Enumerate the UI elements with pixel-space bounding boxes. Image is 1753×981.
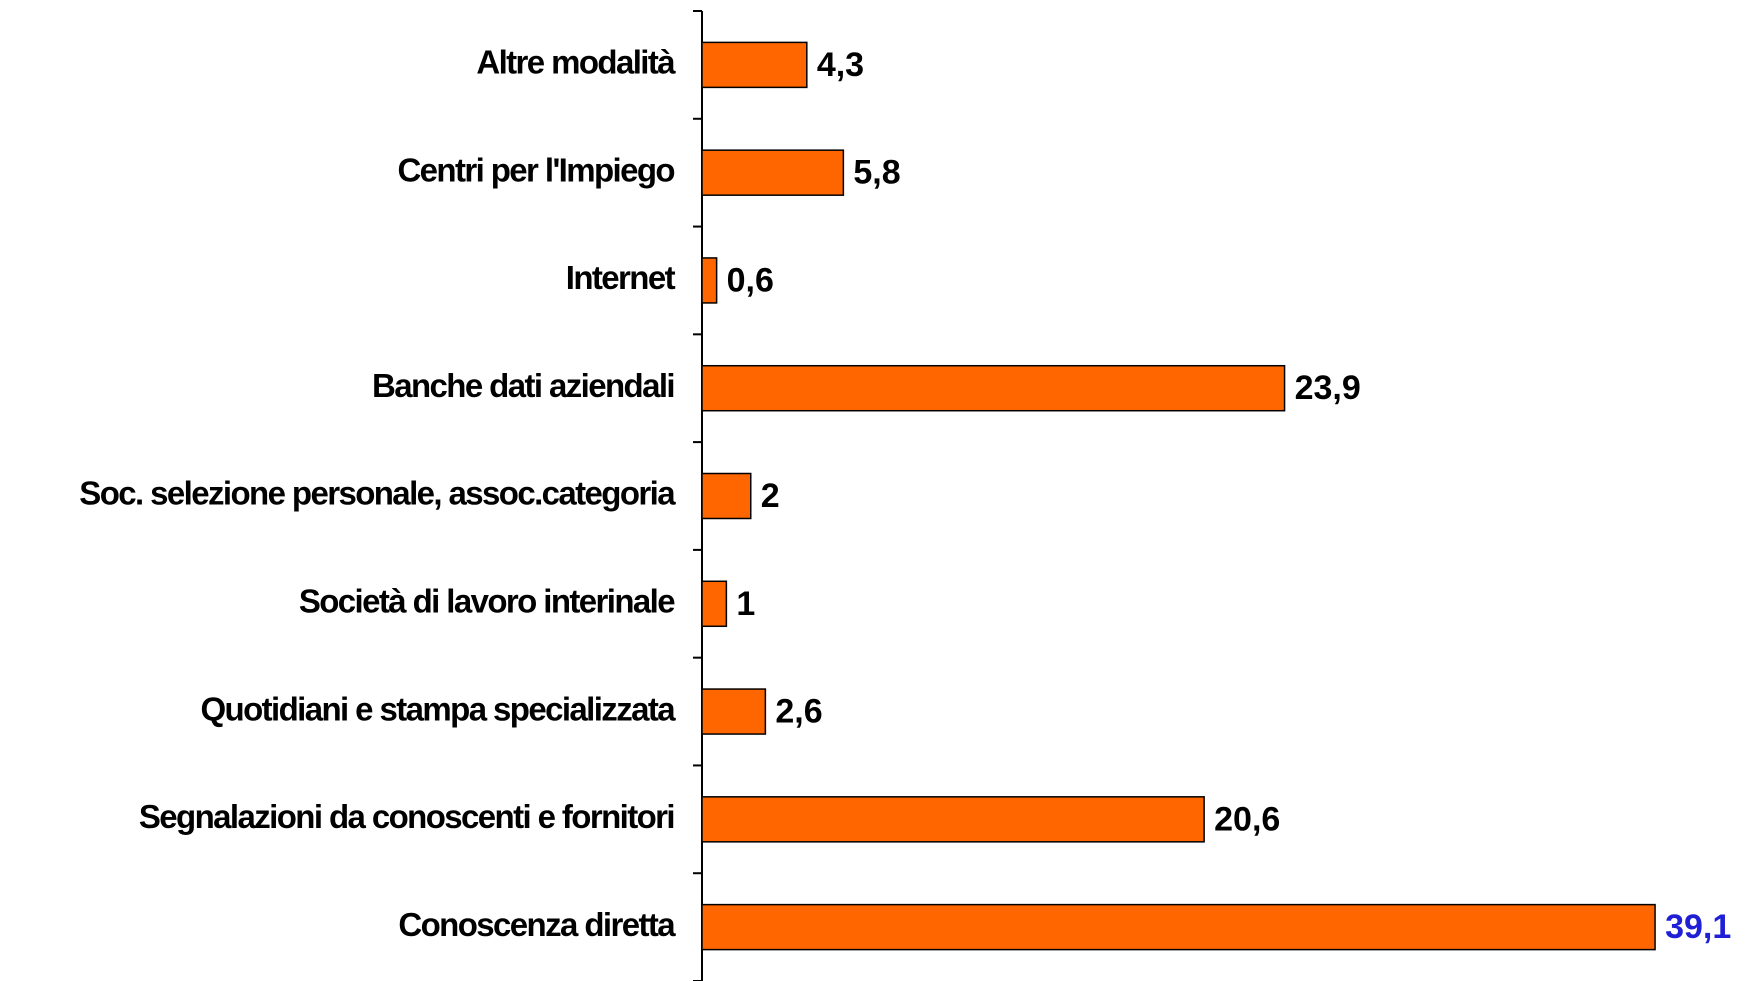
data-label: 0,6 xyxy=(727,261,774,299)
data-label: 2,6 xyxy=(775,693,822,731)
y-tick-label: Quotidiani e stampa specializzata xyxy=(200,690,676,727)
data-label: 5,8 xyxy=(853,154,900,192)
bar xyxy=(701,580,728,628)
bar xyxy=(701,149,845,196)
y-tick-label: Altre modalità xyxy=(476,44,676,81)
data-label: 23,9 xyxy=(1295,369,1361,407)
y-tick-label: Conoscenza diretta xyxy=(398,906,676,943)
bar xyxy=(701,472,752,520)
y-tick-label: Internet xyxy=(566,259,676,296)
bar xyxy=(701,257,718,304)
y-tick-label: Soc. selezione personale, assoc.categori… xyxy=(79,475,676,512)
bar xyxy=(701,364,1286,412)
bar xyxy=(701,903,1656,951)
data-label: 20,6 xyxy=(1214,800,1280,838)
bar xyxy=(701,41,808,89)
data-label: 1 xyxy=(736,585,755,623)
y-tick-label: Banche dati aziendali xyxy=(372,367,674,404)
data-label: 2 xyxy=(761,477,780,515)
y-tick-label: Società di lavoro interinale xyxy=(299,582,675,619)
data-label: 4,3 xyxy=(817,46,864,84)
y-tick-label: Centri per l'Impiego xyxy=(397,151,674,188)
data-label: 39,1 xyxy=(1665,908,1731,946)
bar xyxy=(701,796,1205,843)
bar xyxy=(701,688,767,735)
y-tick-label: Segnalazioni da conoscenti e fornitori xyxy=(139,798,674,835)
